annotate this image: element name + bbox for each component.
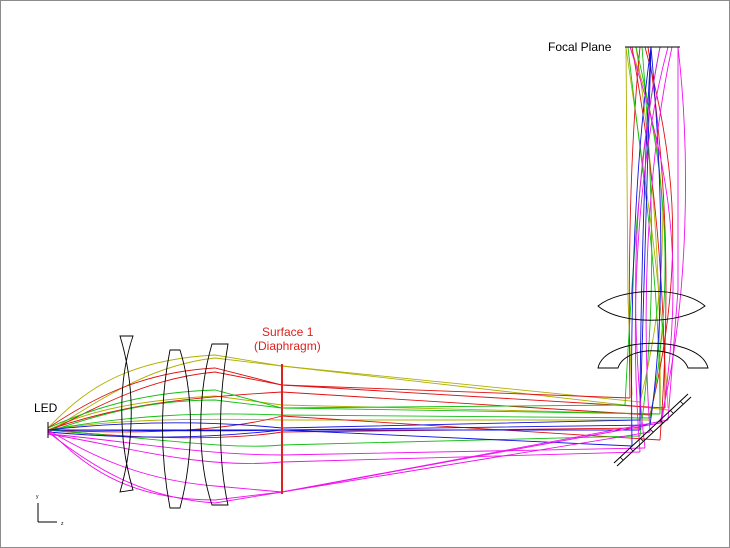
output-lens-group [597,290,709,369]
input-lens-group [119,335,229,509]
axis-label-y: y [36,494,39,500]
rays-input [47,354,669,504]
lens-2 [162,349,191,509]
axis-label-z: z [61,521,64,527]
ray [47,419,641,431]
ray [631,46,652,447]
ray [629,46,674,421]
ray [635,46,661,449]
ray [667,47,679,421]
ray [649,46,662,426]
ray [47,391,651,431]
ray [47,429,633,447]
lens-meniscus-outer [597,342,709,369]
lens-3 [200,343,229,506]
led-label: LED [34,401,58,415]
ray [639,46,652,431]
ray [628,46,641,399]
ray [634,46,669,453]
ray [47,357,641,433]
fold-mirror [613,393,692,467]
surface-label: Surface 1 [262,325,314,339]
ray [47,413,651,431]
ray [47,354,669,429]
ray [47,433,646,456]
ray [47,395,661,431]
ray [645,46,673,433]
ray [625,46,633,396]
ray [47,371,631,433]
ray [47,419,669,504]
ray [659,46,686,424]
diaphragm-label: (Diaphragm) [254,339,321,353]
ray [47,418,650,431]
ray [47,389,661,429]
ray [631,46,666,409]
ray [47,429,651,493]
ray [47,367,666,429]
lens-1 [119,335,134,493]
axis-triad: y z [36,494,64,527]
lens-biconvex [597,290,706,321]
focal-plane-label: Focal Plane [548,40,612,54]
ray [47,433,641,464]
rays-output [624,46,686,453]
ray [47,429,641,447]
ray [47,399,626,433]
